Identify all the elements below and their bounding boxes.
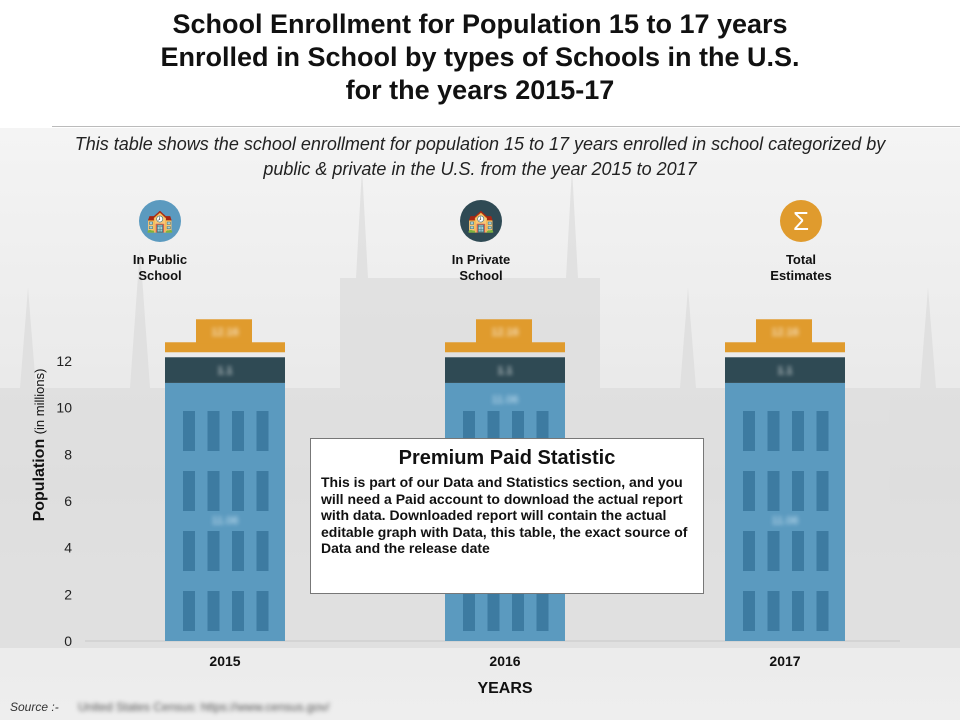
y-tick-label: 6 (64, 493, 72, 509)
building-window (792, 591, 804, 631)
title-line: Enrolled in School by types of Schools i… (160, 42, 800, 72)
building-window (207, 591, 220, 631)
y-tick-label: 0 (64, 633, 72, 649)
building-window (232, 591, 244, 631)
school-clock-icon: 🏫 (460, 200, 502, 242)
legend-label: School (138, 268, 182, 283)
y-tick-label: 2 (64, 586, 72, 602)
building-window (767, 471, 780, 511)
building-window (256, 591, 269, 631)
source-link[interactable]: United States Census: https://www.census… (78, 700, 330, 714)
legend-total: Σ Total Estimates (741, 200, 861, 284)
y-axis-label-main: Population (31, 439, 48, 522)
title-line: for the years 2015-17 (345, 75, 615, 105)
building-window (207, 471, 220, 511)
data-label-public: 11.06 (772, 515, 799, 527)
building-window (463, 591, 475, 631)
bar-total-cap (196, 319, 252, 344)
bar-private (165, 357, 285, 383)
x-tick-label: 2015 (209, 653, 240, 669)
bar-group-2015: 12.16 1.1 11.06 2015 (165, 319, 285, 669)
bar-total-band (725, 342, 845, 353)
legend-label: In Public (132, 252, 188, 267)
data-label-total: 12.16 (491, 326, 519, 338)
legend-private: 🏫 In Private School (421, 200, 541, 284)
y-tick-label: 4 (64, 540, 72, 556)
premium-paywall-box: Premium Paid Statistic This is part of o… (310, 438, 704, 594)
legend-label: School (459, 268, 503, 283)
building-window (792, 411, 804, 451)
bar-total-cap (756, 319, 812, 344)
y-tick-label: 12 (56, 353, 72, 369)
bar-total-band (165, 342, 285, 353)
y-tick-label: 8 (64, 446, 72, 462)
bar-total-cap (476, 319, 532, 344)
building-window (816, 531, 829, 571)
building-window (183, 531, 195, 571)
bar-total-band (445, 342, 565, 353)
building-window (232, 411, 244, 451)
building-window (256, 531, 269, 571)
data-label-private: 1.1 (497, 365, 512, 377)
sigma-icon: Σ (780, 200, 822, 242)
building-window (743, 531, 755, 571)
building-window (767, 531, 780, 571)
building-window (256, 471, 269, 511)
data-label-private: 1.1 (217, 365, 232, 377)
building-window (792, 471, 804, 511)
legend-label: In Private (451, 252, 511, 267)
legend-label: Total (785, 252, 817, 267)
bar-private (725, 357, 845, 383)
legend-public: 🏫 In Public School (100, 200, 220, 284)
building-window (743, 591, 755, 631)
building-window (767, 591, 780, 631)
building-window (183, 471, 195, 511)
paywall-text: This is part of our Data and Statistics … (321, 474, 688, 556)
building-window (487, 591, 500, 631)
building-window (183, 591, 195, 631)
source-label: Source :- (10, 700, 59, 714)
title-divider (52, 126, 960, 127)
school-building-icon: 🏫 (139, 200, 181, 242)
building-window (743, 471, 755, 511)
building-window (207, 531, 220, 571)
chart-subtitle: This table shows the school enrollment f… (74, 134, 886, 179)
chart-title: School Enrollment for Population 15 to 1… (0, 8, 960, 107)
paywall-title: Premium Paid Statistic (398, 447, 616, 469)
x-axis-label: YEARS (477, 680, 532, 697)
building-window (207, 411, 220, 451)
building-window (743, 411, 755, 451)
building-window (792, 531, 804, 571)
building-window (536, 591, 549, 631)
building-window (767, 411, 780, 451)
y-tick-label: 10 (56, 400, 72, 416)
bar-group-2017: 12.16 1.1 11.06 2017 (725, 319, 845, 669)
building-window (183, 411, 195, 451)
data-label-public: 11.06 (212, 515, 239, 527)
building-window (232, 531, 244, 571)
y-axis-label: Population (in millions) (31, 369, 48, 522)
data-label-public: 11.06 (492, 394, 519, 406)
building-window (256, 411, 269, 451)
data-label-private: 1.1 (777, 365, 792, 377)
building-window (816, 591, 829, 631)
data-label-total: 12.16 (211, 326, 239, 338)
bar-private (445, 357, 565, 383)
data-label-total: 12.16 (771, 326, 799, 338)
legend-label: Estimates (770, 268, 832, 283)
y-axis-label-unit: (in millions) (32, 369, 47, 435)
building-window (816, 471, 829, 511)
building-window (232, 471, 244, 511)
x-tick-label: 2016 (489, 653, 520, 669)
title-line: School Enrollment for Population 15 to 1… (172, 9, 788, 39)
x-tick-label: 2017 (769, 653, 800, 669)
building-window (816, 411, 829, 451)
building-window (512, 591, 524, 631)
